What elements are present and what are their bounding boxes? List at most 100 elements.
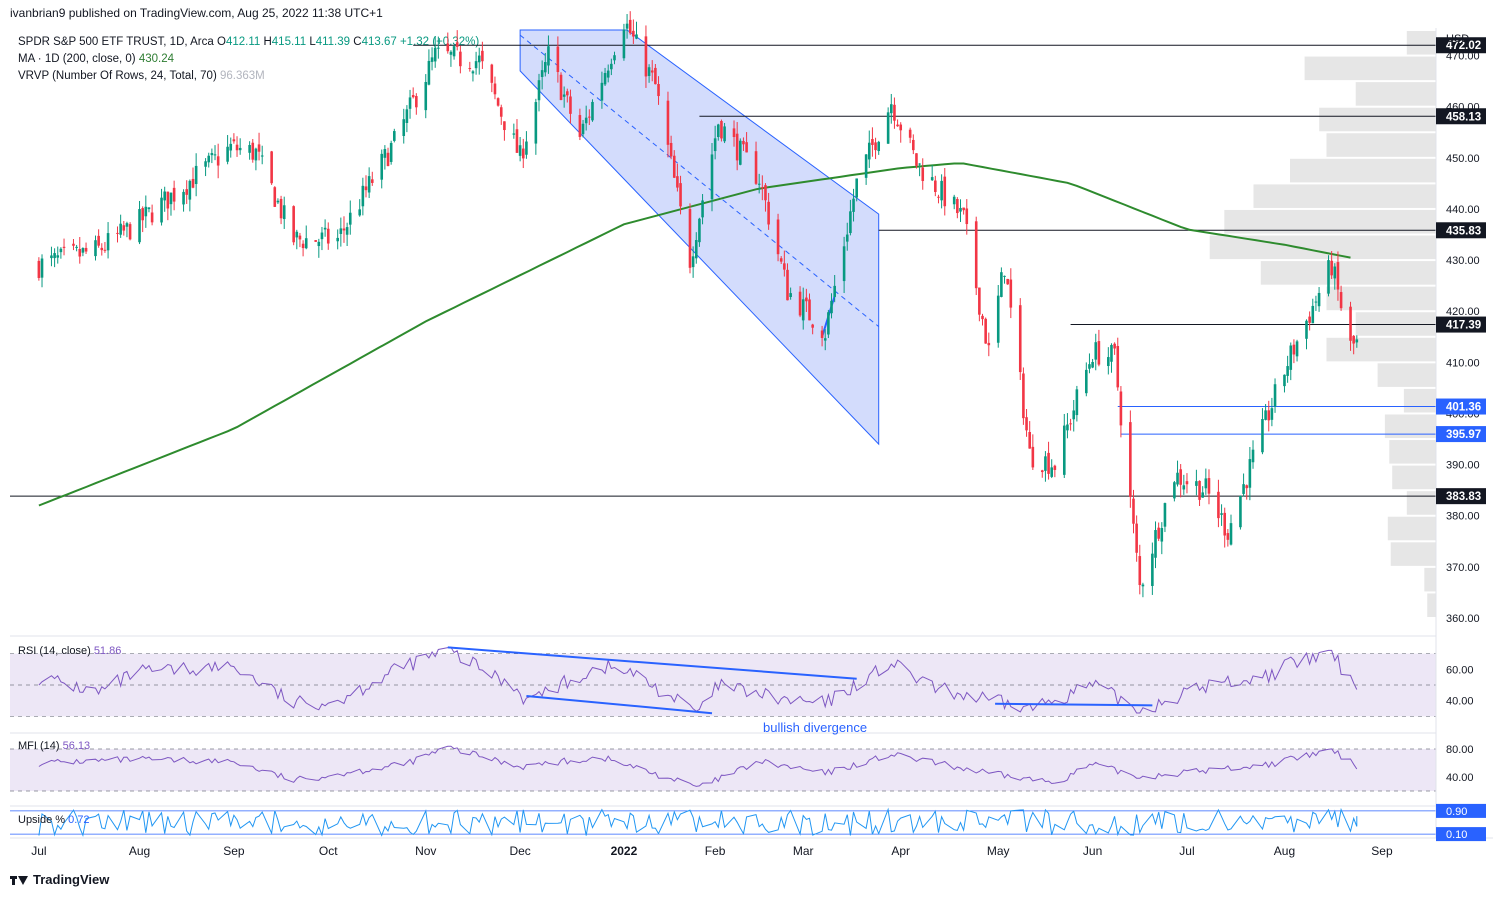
ma-label[interactable]: MA · 1D (200, close, 0): [18, 53, 136, 65]
candle-body: [1050, 467, 1054, 477]
candle-body: [1248, 459, 1252, 488]
price-tick-label: 370.00: [1446, 562, 1480, 574]
candle-body: [1229, 523, 1233, 545]
candle-body: [481, 50, 484, 62]
candle-body: [556, 46, 560, 73]
candle-body: [1305, 320, 1308, 339]
candle-body: [166, 191, 170, 209]
rsi-label[interactable]: RSI (14, close): [18, 645, 91, 657]
volume-profile: [1209, 31, 1436, 617]
upside-label[interactable]: Upside %: [18, 814, 66, 826]
price-tick-label: 390.00: [1446, 460, 1480, 472]
volume-profile-bar: [1326, 337, 1436, 362]
candle-body: [1201, 492, 1204, 498]
candle-body: [405, 109, 409, 123]
candle-body: [122, 225, 126, 231]
price-axis[interactable]: 470.00460.00450.00440.00430.00420.00410.…: [10, 28, 1493, 842]
candle-body: [1242, 484, 1245, 494]
candle-body: [628, 19, 632, 34]
candle-body: [918, 163, 921, 165]
candle-body: [339, 228, 343, 234]
candle-body: [1088, 364, 1091, 369]
volume-profile-bar: [1224, 209, 1436, 234]
candle-body: [207, 155, 211, 163]
candle-body: [1308, 316, 1311, 323]
candle-body: [348, 212, 352, 225]
candle-body: [521, 148, 525, 159]
candle-body: [1245, 485, 1249, 489]
symbol-name[interactable]: SPDR S&P 500 ETF TRUST, 1D, Arca: [18, 36, 214, 48]
candle-body: [320, 232, 324, 240]
candle-body: [1129, 422, 1132, 497]
mfi-label[interactable]: MFI (14): [18, 740, 60, 752]
volume-profile-bar: [1384, 414, 1436, 439]
candle-body: [833, 285, 836, 297]
candle-body: [864, 154, 868, 178]
mfi-tick-label: 80.00: [1446, 744, 1474, 756]
candle-body: [764, 185, 767, 201]
mfi-value: 56.13: [62, 740, 91, 752]
candle-body: [984, 318, 987, 344]
open-value: 412.11: [225, 36, 261, 48]
candle-body: [210, 153, 214, 156]
candle-body: [1163, 503, 1167, 527]
rsi-tick-label: 40.00: [1446, 696, 1474, 708]
candle-body: [185, 189, 189, 195]
ma-value: 430.24: [138, 53, 174, 65]
candle-body: [613, 55, 616, 61]
price-tick-label: 360.00: [1446, 613, 1480, 625]
candle-body: [367, 176, 371, 193]
candle-body: [1135, 523, 1138, 553]
candle-body: [1207, 478, 1211, 494]
time-axis[interactable]: Jul Aug Sep Oct Nov Dec 2022 Feb Mar Apr May Jun Jul…: [31, 844, 1393, 858]
volume-profile-bar: [1304, 56, 1436, 81]
candle-body: [446, 43, 450, 52]
vrvp-label[interactable]: VRVP (Number Of Rows, 24, Total, 70): [18, 70, 217, 82]
candle-body: [657, 84, 660, 97]
candle-body: [540, 70, 544, 77]
upside-tick-badge: [1436, 803, 1486, 818]
candle-body: [433, 47, 437, 62]
candle-body: [1336, 262, 1340, 290]
upside-value: 0.72: [68, 814, 90, 826]
candle-body: [713, 138, 717, 152]
candle-body: [298, 235, 302, 240]
candle-body: [415, 96, 418, 108]
candle-body: [886, 112, 890, 144]
candle-body: [37, 260, 41, 278]
candle-body: [978, 287, 981, 315]
candle-body: [896, 124, 899, 127]
candle-body: [216, 156, 220, 166]
volume-profile-bar: [1427, 593, 1436, 617]
candle-body: [389, 142, 393, 162]
brand-name: TradingView: [33, 872, 110, 887]
candle-body: [783, 263, 786, 270]
candle-body: [1330, 260, 1333, 276]
candle-body: [1018, 305, 1022, 373]
candle-body: [694, 240, 698, 259]
currency-label[interactable]: USD: [1446, 33, 1470, 45]
candle-body: [581, 123, 585, 135]
candle-body: [1251, 449, 1255, 463]
candle-body: [518, 145, 522, 156]
rsi-value: 51.86: [93, 645, 122, 657]
candle-body: [610, 63, 613, 70]
candle-body: [229, 143, 233, 151]
candle-body: [411, 95, 415, 98]
candle-body: [437, 47, 440, 49]
price-tick-label: 430.00: [1446, 255, 1480, 267]
candle-body: [908, 129, 912, 138]
candle-body: [103, 249, 107, 251]
candle-body: [1239, 495, 1242, 528]
candle-body: [424, 81, 428, 111]
candle-body: [160, 197, 163, 223]
volume-profile-bar: [1355, 82, 1436, 106]
publisher-line: ivanbrian9 published on TradingView.com,…: [10, 6, 383, 20]
candle-body: [493, 83, 497, 95]
candle-body: [1226, 533, 1230, 540]
candle-body: [452, 46, 456, 57]
time-tick-label: Jul: [1179, 844, 1194, 858]
level-badge: [1436, 398, 1486, 415]
rsi-support-line: [995, 702, 1153, 707]
